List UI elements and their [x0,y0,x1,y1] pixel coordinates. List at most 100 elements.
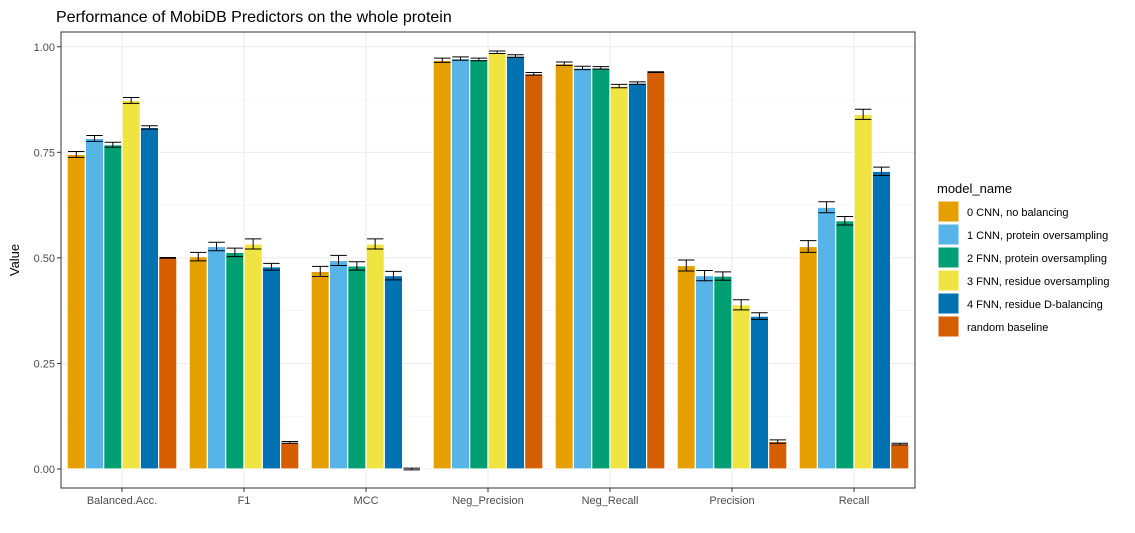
error-bar [629,81,646,85]
legend-label: 1 CNN, protein oversampling [967,230,1108,242]
bar-balanced-acc--series-5 [158,257,178,470]
bar-f1-series-5 [280,441,300,470]
bar-neg-recall-series-3 [609,85,629,470]
error-bar [452,56,469,61]
x-tick-label: Recall [839,495,870,507]
legend-label: 2 FNN, protein oversampling [967,253,1107,265]
error-bar [873,166,890,177]
bar-neg-precision-series-1 [450,57,471,470]
legend-item: 2 FNN, protein oversampling [937,246,1107,269]
error-bar [592,66,610,70]
error-bar [751,312,768,321]
error-bar [263,262,280,271]
error-bar [525,72,542,76]
error-bar [434,57,451,63]
error-bar [244,238,262,250]
x-axis: Balanced.Acc. F1 MCC Neg_Precision Neg_Recal… [87,488,869,507]
legend-item: 4 FNN, residue D-balancing [937,292,1103,315]
bar-neg-precision-series-0 [432,59,453,470]
y-tick-label: 0.50 [34,253,55,265]
error-bar [403,467,420,471]
error-bar [86,134,103,142]
legend-swatch [937,223,960,246]
bar-f1-series-3 [243,243,263,470]
x-tick-label: MCC [353,495,378,507]
error-bar [104,141,122,148]
bar-neg-precision-series-4 [505,55,526,470]
bar-precision-series-5 [767,440,788,470]
error-bar [891,442,908,446]
bar-recall-series-2 [835,220,855,470]
legend-label: 0 CNN, no balancing [967,207,1069,219]
legend-item: random baseline [937,315,1048,338]
y-tick-label: 1.00 [34,42,55,54]
bar-precision-series-0 [676,264,696,470]
x-tick-label: Balanced.Acc. [87,495,157,507]
bar-neg-precision-series-2 [469,58,489,470]
bar-mcc-series-0 [310,270,331,470]
legend-swatch [937,315,960,338]
y-tick-label: 0.25 [34,358,55,370]
bar-neg-recall-series-5 [645,71,666,470]
bar-precision-series-1 [694,275,715,470]
error-bar [769,439,786,444]
y-tick-label: 0.75 [34,147,55,159]
bar-precision-series-3 [731,304,751,470]
error-bar [610,83,628,89]
bar-neg-recall-series-2 [591,67,611,470]
legend-swatch [937,269,960,292]
bar-balanced-acc--series-0 [66,153,86,470]
bar-f1-series-0 [188,256,209,470]
y-axis: 0.00 0.25 0.50 0.75 1.00 [34,42,61,476]
bar-f1-series-4 [261,266,282,470]
error-bar [696,270,713,282]
error-bar [330,254,347,266]
bar-balanced-acc--series-2 [103,144,123,470]
x-tick-label: Neg_Precision [452,495,524,507]
legend-item: 1 CNN, protein oversampling [937,223,1108,246]
legend: model_name 0 CNN, no balancing 1 CNN, pro… [937,181,1109,338]
x-tick-label: Precision [709,495,754,507]
error-bar [68,150,85,158]
x-tick-label: Neg_Recall [582,495,639,507]
legend-item: 3 FNN, residue oversampling [937,269,1109,292]
bar-mcc-series-2 [347,265,367,470]
y-tick-label: 0.00 [34,464,55,476]
bar-mcc-series-3 [365,243,385,470]
error-bar [732,299,750,311]
error-bar [366,238,384,250]
bar-neg-recall-series-4 [627,82,648,470]
error-bar [854,108,872,120]
error-bar [678,259,695,272]
chart-title: Performance of MobiDB Predictors on the … [56,9,452,26]
error-bar [226,247,244,258]
bar-balanced-acc--series-3 [121,99,141,470]
bar-precision-series-2 [713,275,733,470]
legend-label: 3 FNN, residue oversampling [967,276,1109,288]
error-bar [348,261,366,271]
error-bar [574,65,591,71]
error-bar [122,96,140,104]
error-bar [714,271,732,281]
error-bar [836,216,854,226]
error-bar [281,441,298,444]
legend-item: 0 CNN, no balancing [937,200,1069,223]
bar-neg-precision-series-3 [487,51,507,470]
legend-label: 4 FNN, residue D-balancing [967,299,1103,311]
bar-balanced-acc--series-1 [84,137,105,470]
error-bar [141,125,158,130]
error-bar [312,265,329,277]
error-bar [800,240,817,253]
bar-mcc-series-1 [328,259,349,470]
legend-label: random baseline [967,322,1048,334]
legend-swatch [937,292,960,315]
bar-recall-series-0 [798,245,818,470]
legend-title: model_name [937,181,1012,196]
error-bar [190,251,207,262]
bar-mcc-series-4 [383,275,404,470]
x-tick-label: F1 [238,495,251,507]
legend-swatch [937,246,960,269]
y-axis-title: Value [7,244,22,276]
error-bar [507,54,524,58]
